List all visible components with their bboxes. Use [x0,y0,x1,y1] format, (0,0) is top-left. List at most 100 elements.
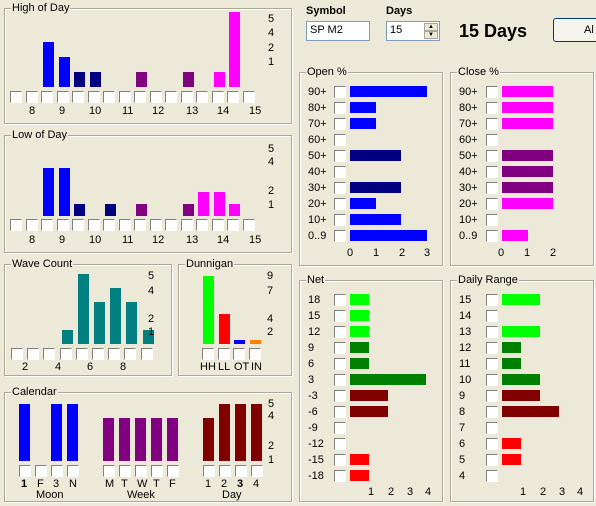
all-button[interactable]: Al [553,18,596,42]
open-checkbox[interactable] [334,118,346,130]
high-checkbox[interactable] [10,91,22,103]
high-checkbox[interactable] [149,91,162,103]
high-checkbox[interactable] [72,91,84,103]
net-checkbox[interactable] [334,326,346,338]
open-checkbox[interactable] [334,166,346,178]
wave-checkbox[interactable] [108,348,121,360]
high-checkbox[interactable] [25,91,38,103]
dunnigan-checkbox[interactable] [202,348,214,360]
wave-checkbox[interactable] [59,348,72,360]
open-checkbox[interactable] [334,182,346,194]
range-checkbox[interactable] [486,358,498,370]
close-checkbox[interactable] [486,230,498,242]
dunnigan-checkbox[interactable] [217,348,230,360]
open-checkbox[interactable] [334,198,346,210]
low-checkbox[interactable] [41,219,53,231]
low-checkbox[interactable] [72,219,84,231]
calendar-checkbox[interactable] [251,465,263,477]
high-checkbox[interactable] [211,91,224,103]
open-checkbox[interactable] [334,102,346,114]
low-checkbox[interactable] [25,219,38,231]
wave-checkbox[interactable] [124,348,137,360]
open-checkbox[interactable] [334,214,346,226]
low-checkbox[interactable] [87,219,100,231]
calendar-checkbox[interactable] [51,465,63,477]
high-checkbox[interactable] [165,91,177,103]
symbol-input[interactable]: SP M2 [306,21,370,41]
close-checkbox[interactable] [486,214,498,226]
high-checkbox[interactable] [242,91,255,103]
net-checkbox[interactable] [334,390,346,402]
range-checkbox[interactable] [486,326,498,338]
low-checkbox[interactable] [227,219,239,231]
high-checkbox[interactable] [118,91,131,103]
wave-checkbox[interactable] [11,348,23,360]
high-checkbox[interactable] [103,91,115,103]
net-checkbox[interactable] [334,454,346,466]
net-checkbox[interactable] [334,422,346,434]
range-checkbox[interactable] [486,342,498,354]
dunnigan-checkbox[interactable] [248,348,261,360]
net-checkbox[interactable] [334,294,346,306]
low-checkbox[interactable] [10,219,22,231]
calendar-checkbox[interactable] [203,465,215,477]
high-checkbox[interactable] [56,91,69,103]
low-checkbox[interactable] [165,219,177,231]
net-checkbox[interactable] [334,374,346,386]
range-checkbox[interactable] [486,390,498,402]
calendar-checkbox[interactable] [67,465,79,477]
low-checkbox[interactable] [196,219,208,231]
high-checkbox[interactable] [227,91,239,103]
low-checkbox[interactable] [103,219,115,231]
calendar-checkbox[interactable] [167,465,179,477]
net-checkbox[interactable] [334,358,346,370]
calendar-checkbox[interactable] [151,465,163,477]
net-checkbox[interactable] [334,342,346,354]
spin-down-icon[interactable]: ▼ [424,31,438,39]
range-checkbox[interactable] [486,294,498,306]
low-checkbox[interactable] [242,219,255,231]
range-checkbox[interactable] [486,374,498,386]
close-checkbox[interactable] [486,86,498,98]
dunnigan-checkbox[interactable] [233,348,245,360]
range-checkbox[interactable] [486,454,498,466]
open-checkbox[interactable] [334,134,346,146]
close-checkbox[interactable] [486,118,498,130]
close-checkbox[interactable] [486,134,498,146]
open-checkbox[interactable] [334,86,346,98]
low-checkbox[interactable] [180,219,193,231]
close-checkbox[interactable] [486,166,498,178]
close-checkbox[interactable] [486,150,498,162]
low-checkbox[interactable] [118,219,131,231]
days-spinner[interactable]: 15 ▲ ▼ [386,21,440,41]
calendar-checkbox[interactable] [235,465,247,477]
range-checkbox[interactable] [486,422,498,434]
low-checkbox[interactable] [134,219,146,231]
low-checkbox[interactable] [149,219,162,231]
wave-checkbox[interactable] [27,348,40,360]
net-checkbox[interactable] [334,406,346,418]
open-checkbox[interactable] [334,150,346,162]
high-checkbox[interactable] [87,91,100,103]
low-checkbox[interactable] [56,219,69,231]
wave-checkbox[interactable] [43,348,56,360]
wave-checkbox[interactable] [75,348,88,360]
wave-checkbox[interactable] [140,348,153,360]
calendar-checkbox[interactable] [219,465,231,477]
net-checkbox[interactable] [334,310,346,322]
range-checkbox[interactable] [486,406,498,418]
calendar-checkbox[interactable] [19,465,31,477]
open-checkbox[interactable] [334,230,346,242]
high-checkbox[interactable] [134,91,146,103]
net-checkbox[interactable] [334,438,346,450]
range-checkbox[interactable] [486,470,498,482]
range-checkbox[interactable] [486,310,498,322]
low-checkbox[interactable] [211,219,224,231]
net-checkbox[interactable] [334,470,346,482]
range-checkbox[interactable] [486,438,498,450]
high-checkbox[interactable] [196,91,208,103]
high-checkbox[interactable] [41,91,53,103]
calendar-checkbox[interactable] [35,465,47,477]
calendar-checkbox[interactable] [119,465,131,477]
close-checkbox[interactable] [486,198,498,210]
